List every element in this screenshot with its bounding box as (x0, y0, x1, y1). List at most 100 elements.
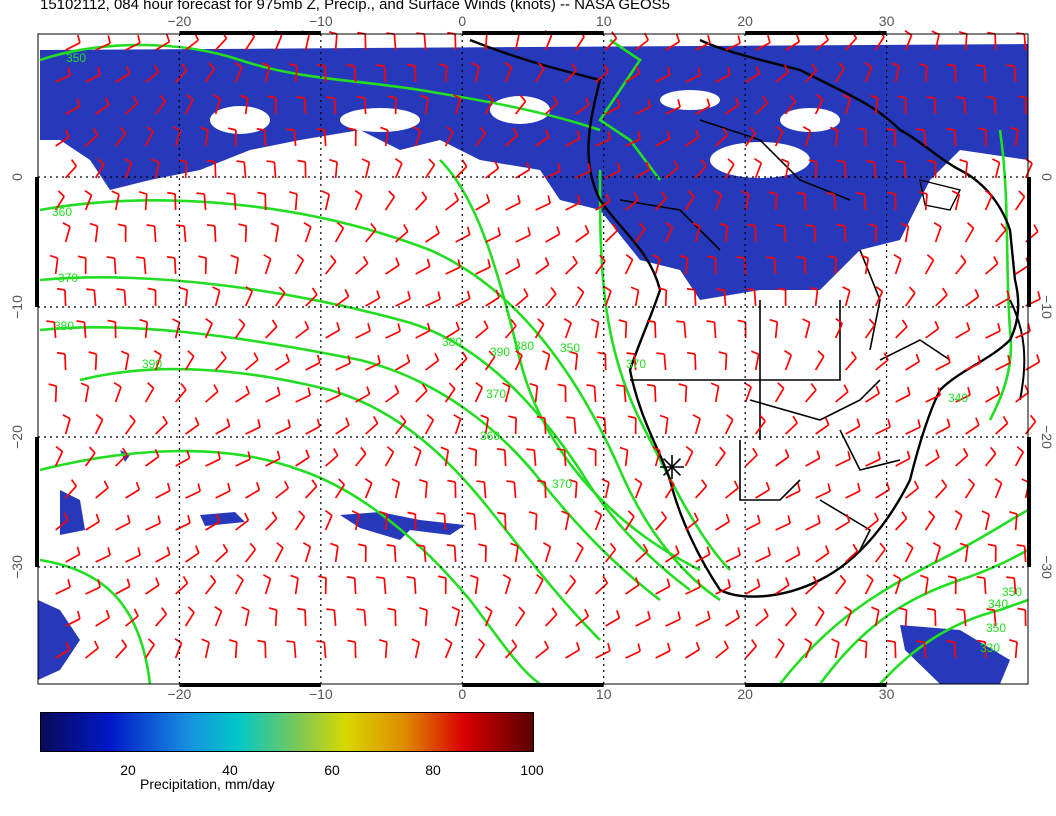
wind-barb-flag (285, 353, 290, 362)
wind-barb-flag (616, 610, 621, 619)
wind-barb (411, 638, 420, 659)
wind-barb (406, 576, 417, 595)
wind-barb-flag (257, 191, 266, 195)
wind-barb-flag (616, 162, 621, 171)
wind-barb-flag (86, 288, 95, 291)
wind-barb (55, 67, 71, 83)
wind-barb-shaft (125, 42, 141, 51)
wind-barb-shaft (684, 451, 694, 467)
wind-barb (745, 578, 761, 595)
wind-barb-flag (407, 63, 416, 67)
wind-barb-flag (403, 224, 409, 232)
wind-barb-shaft (475, 327, 489, 339)
wind-barb-shaft (1013, 65, 1017, 83)
wind-barb-shaft (994, 162, 1001, 179)
wind-barb (200, 126, 209, 147)
wind-barb-shaft (923, 641, 927, 659)
wind-barb (897, 95, 907, 115)
wind-barb-shaft (514, 612, 526, 627)
wind-barb (766, 256, 777, 275)
wind-barb (569, 350, 579, 371)
wind-barb-shaft (834, 68, 846, 83)
wind-barb-flag (234, 62, 243, 68)
wind-barb-flag (976, 64, 985, 67)
wind-barb-flag (967, 387, 971, 396)
wind-barb-flag (587, 163, 591, 172)
wind-barb (746, 288, 757, 307)
contour-value-label: 370 (58, 271, 78, 285)
wind-barb (294, 254, 305, 275)
wind-barb (85, 579, 101, 595)
wind-barb-flag (366, 386, 371, 395)
wind-barb-flag (802, 318, 811, 324)
wind-barb (565, 194, 581, 211)
wind-barb-shaft (95, 554, 111, 563)
wind-barb-shaft (1023, 33, 1027, 51)
wind-barb-shaft (744, 132, 757, 147)
wind-barb-flag (153, 350, 162, 356)
wind-barb-flag (686, 351, 696, 355)
country-border (619, 199, 721, 251)
wind-barb-shaft (564, 514, 570, 531)
wind-barb (139, 318, 149, 339)
wind-barb (994, 478, 1003, 499)
wind-barb (155, 546, 171, 563)
wind-barb-shaft (354, 453, 367, 467)
top-lon-label: −10 (309, 13, 333, 29)
wind-barb-flag (586, 384, 595, 387)
wind-barb-flag (599, 254, 606, 262)
wind-barb (1010, 126, 1019, 147)
wind-barb (267, 95, 277, 115)
wind-barb-flag (379, 510, 388, 515)
wind-barb-shaft (924, 65, 928, 83)
wind-barb-flag (946, 418, 951, 427)
wind-barb-shaft (803, 257, 807, 275)
wind-barb (125, 547, 141, 563)
wind-barb (413, 446, 422, 467)
wind-barb (710, 382, 720, 403)
wind-barb (1024, 414, 1037, 435)
top-lon-label: −20 (168, 13, 192, 29)
wind-barb-shaft (65, 105, 81, 115)
wind-barb (725, 480, 739, 499)
wind-barb-flag (928, 510, 935, 518)
wind-barb (357, 31, 367, 51)
wind-barb-shaft (204, 642, 210, 659)
wind-barb-flag (200, 126, 209, 131)
wind-barb-flag (569, 350, 578, 355)
wind-barb (234, 62, 243, 83)
wind-barb-shaft (214, 610, 223, 627)
wind-barb-flag (318, 575, 327, 579)
wind-barb-flag (759, 414, 766, 422)
wind-barb-flag (286, 128, 295, 131)
wind-barb-flag (817, 350, 825, 357)
wind-barb-flag (977, 355, 981, 364)
wind-barb-shaft (354, 514, 361, 531)
wind-barb-shaft (504, 513, 507, 531)
wind-barb (502, 574, 512, 595)
wind-barb-shaft (814, 99, 824, 115)
wind-barb-shaft (684, 195, 695, 211)
wind-barb-shaft (844, 357, 857, 371)
wind-barb-flag (906, 542, 914, 549)
wind-barb (125, 95, 139, 115)
wind-barb-shaft (534, 579, 544, 595)
contour-value-label: 340 (988, 597, 1008, 611)
wind-barb (618, 319, 628, 339)
wind-barb-flag (727, 66, 731, 76)
wind-barb-flag (875, 385, 880, 394)
wind-barb-flag (619, 446, 628, 451)
wind-barb-flag (1033, 224, 1039, 233)
wind-barb (965, 417, 980, 435)
wind-barb (652, 446, 661, 467)
wind-barb (48, 383, 58, 403)
wind-barb (715, 579, 731, 595)
wind-barb (65, 98, 81, 115)
wind-barb-flag (106, 256, 115, 259)
wind-barb-shaft (474, 132, 487, 147)
wind-barb (875, 352, 889, 371)
wind-barb-flag (356, 96, 365, 99)
wind-barb-flag (569, 574, 577, 582)
wind-barb-shaft (754, 354, 760, 371)
wind-barb-flag (336, 222, 344, 229)
